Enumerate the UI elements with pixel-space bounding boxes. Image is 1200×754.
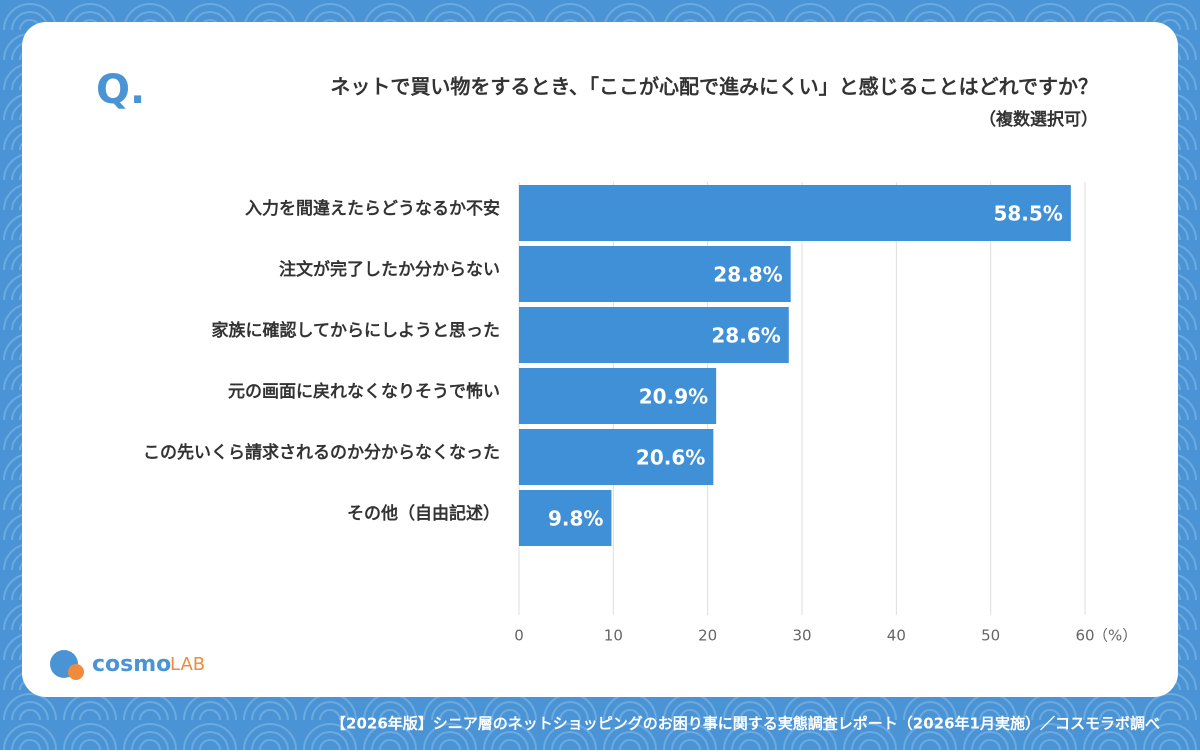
category-label: 家族に確認してからにしようと思った xyxy=(212,320,501,341)
x-tick-label: 40 xyxy=(887,627,906,645)
value-label: 58.5% xyxy=(993,202,1062,226)
logo: cosmo LAB xyxy=(50,650,205,680)
category-label: 元の画面に戻れなくなりそうで怖い xyxy=(228,381,500,402)
x-tick-label: 20 xyxy=(698,627,717,645)
chart-subtitle: （複数選択可） xyxy=(979,109,1098,130)
category-label: 注文が完了したか分からない xyxy=(279,259,500,280)
category-label: 入力を間違えたらどうなるか不安 xyxy=(245,198,500,219)
bar xyxy=(519,307,789,363)
value-label: 20.6% xyxy=(636,446,705,470)
bar xyxy=(519,185,1071,241)
logo-icon-dot xyxy=(68,664,84,680)
bar xyxy=(519,429,714,485)
logo-suffix: LAB xyxy=(170,654,205,675)
x-tick-label: 50 xyxy=(981,627,1000,645)
x-tick-label: 60 xyxy=(1075,627,1094,645)
category-label: この先いくら請求されるのか分からなくなった xyxy=(143,442,500,463)
category-label: その他（自由記述） xyxy=(347,503,500,524)
bar xyxy=(519,490,612,546)
value-label: 9.8% xyxy=(548,507,603,531)
footer: 【2026年版】シニア層のネットショッピングのお困り事に関する実態調査レポート（… xyxy=(331,715,1160,733)
x-tick-label: 30 xyxy=(792,627,811,645)
value-label: 28.8% xyxy=(713,263,782,287)
value-label: 20.9% xyxy=(639,385,708,409)
chart-title: ネットで買い物をするとき、「ここが心配で進みにくい」と感じることはどれですか？ xyxy=(330,75,1098,99)
x-tick-label: 0 xyxy=(514,627,524,645)
x-axis-unit: （%） xyxy=(1093,627,1137,645)
bar xyxy=(519,246,791,302)
bar xyxy=(519,368,717,424)
question-marker: Q. xyxy=(96,67,145,113)
x-tick-label: 10 xyxy=(604,627,623,645)
logo-text: cosmo xyxy=(92,652,171,677)
value-label: 28.6% xyxy=(711,324,780,348)
